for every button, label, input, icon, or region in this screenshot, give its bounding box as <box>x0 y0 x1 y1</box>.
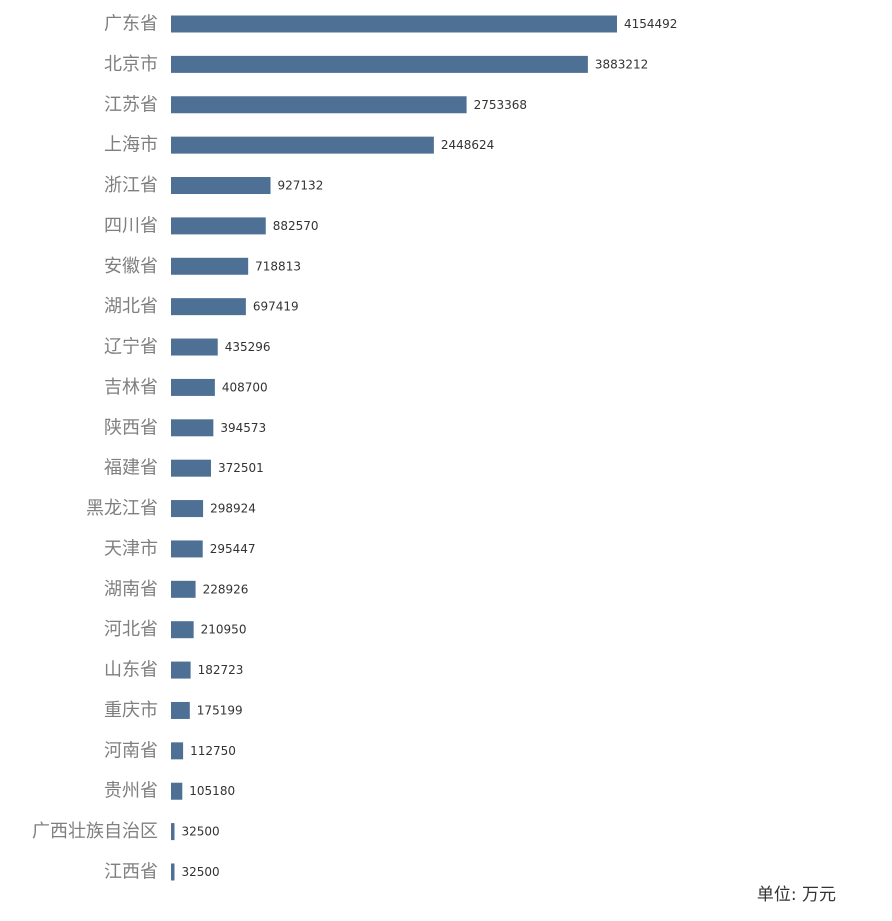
bar <box>171 742 184 760</box>
category-label: 上海市 <box>104 135 158 156</box>
category-label: 四川省 <box>104 215 158 236</box>
bar <box>171 96 467 114</box>
bar <box>171 823 175 841</box>
category-label: 辽宁省 <box>104 337 158 358</box>
category-label: 黑龙江省 <box>86 498 158 519</box>
bar <box>171 500 204 518</box>
category-label: 重庆市 <box>104 700 158 721</box>
bar <box>171 338 218 356</box>
value-label: 182723 <box>198 663 244 677</box>
bar <box>171 15 617 33</box>
value-label: 3883212 <box>595 57 648 71</box>
category-label: 河南省 <box>104 740 158 761</box>
category-label: 河北省 <box>104 619 158 640</box>
value-label: 112750 <box>190 744 236 758</box>
value-label: 2448624 <box>441 138 494 152</box>
bar <box>171 136 434 154</box>
bar <box>171 540 203 558</box>
unit-note: 单位: 万元 <box>756 885 836 905</box>
category-label: 广西壮族自治区 <box>32 821 158 842</box>
bar <box>171 863 175 881</box>
bar <box>171 257 249 275</box>
value-label: 435296 <box>225 340 271 354</box>
value-label: 210950 <box>201 623 247 637</box>
bar <box>171 701 190 719</box>
category-label: 吉林省 <box>104 377 158 398</box>
bar <box>171 459 211 477</box>
value-label: 32500 <box>181 825 219 839</box>
category-label: 北京市 <box>104 54 158 75</box>
value-label: 175199 <box>197 703 243 717</box>
category-label: 安徽省 <box>104 256 158 277</box>
value-label: 372501 <box>218 461 264 475</box>
bar <box>171 217 266 235</box>
bar <box>171 419 214 437</box>
value-label: 718813 <box>255 259 301 273</box>
value-label: 882570 <box>273 219 319 233</box>
value-label: 408700 <box>222 380 268 394</box>
category-label: 山东省 <box>104 660 158 681</box>
category-label: 天津市 <box>104 538 158 559</box>
value-label: 295447 <box>210 542 256 556</box>
category-label: 广东省 <box>104 14 158 35</box>
bar <box>171 661 191 679</box>
value-label: 105180 <box>189 784 235 798</box>
category-label: 江西省 <box>104 861 158 882</box>
bar <box>171 55 588 73</box>
category-label: 江苏省 <box>104 94 158 115</box>
bar <box>171 177 271 195</box>
value-label: 32500 <box>181 865 219 879</box>
value-label: 927132 <box>278 179 324 193</box>
category-label: 陕西省 <box>104 417 158 438</box>
value-label: 298924 <box>210 502 256 516</box>
value-label: 697419 <box>253 300 299 314</box>
bar <box>171 378 215 396</box>
category-label: 浙江省 <box>104 175 158 196</box>
category-label: 湖北省 <box>104 296 158 317</box>
category-label: 湖南省 <box>104 579 158 600</box>
category-label: 福建省 <box>104 458 158 479</box>
value-label: 228926 <box>203 582 249 596</box>
bar <box>171 580 196 598</box>
bar <box>171 782 183 800</box>
value-label: 2753368 <box>474 98 527 112</box>
bar <box>171 621 194 639</box>
category-label: 贵州省 <box>104 781 158 802</box>
value-label: 4154492 <box>624 17 677 31</box>
bar <box>171 298 246 316</box>
value-label: 394573 <box>220 421 266 435</box>
